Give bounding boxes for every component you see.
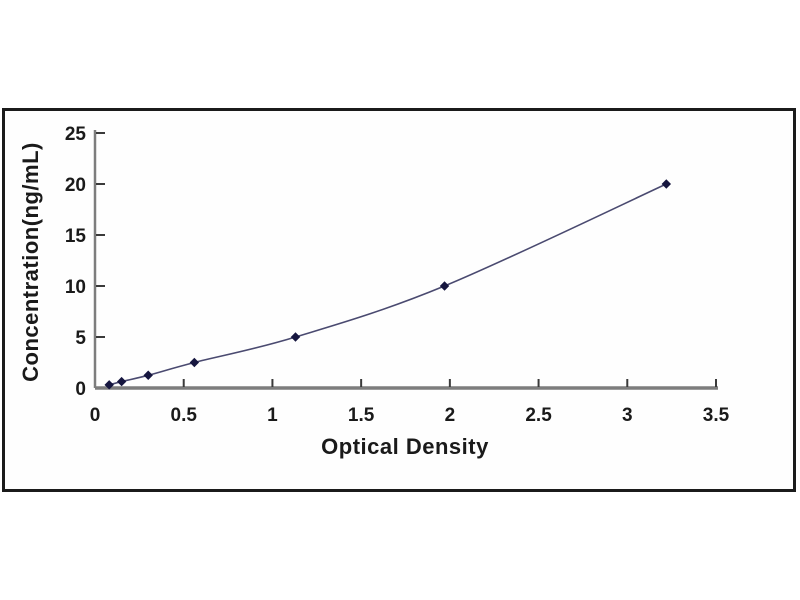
x-tick-label: 3.5 xyxy=(703,405,730,426)
data-point-marker xyxy=(189,357,200,368)
data-point-marker xyxy=(143,370,153,380)
data-point-marker xyxy=(116,376,127,387)
y-axis-title: Concentration(ng/mL) xyxy=(18,142,43,382)
x-tick-label: 0 xyxy=(90,405,101,426)
y-tick-label: 0 xyxy=(75,379,86,400)
x-tick-label: 2 xyxy=(445,405,456,426)
x-tick-label: 3 xyxy=(622,405,633,426)
x-axis-title: Optical Density xyxy=(321,434,489,459)
y-tick-label: 15 xyxy=(65,226,87,247)
x-tick-label: 1 xyxy=(267,405,278,426)
x-tick-label: 0.5 xyxy=(171,405,198,426)
data-point-marker xyxy=(104,380,114,390)
data-point-marker xyxy=(661,179,672,189)
standard-curve-line xyxy=(108,183,667,386)
data-point-marker xyxy=(439,281,450,291)
data-point-marker xyxy=(290,332,301,342)
y-tick-label: 25 xyxy=(65,124,87,145)
x-tick-label: 1.5 xyxy=(348,405,375,426)
x-tick-label: 2.5 xyxy=(525,405,552,426)
y-tick-label: 10 xyxy=(65,277,86,298)
chart-frame xyxy=(2,108,796,492)
y-tick-label: 5 xyxy=(75,328,86,349)
y-tick-label: 20 xyxy=(65,175,86,196)
